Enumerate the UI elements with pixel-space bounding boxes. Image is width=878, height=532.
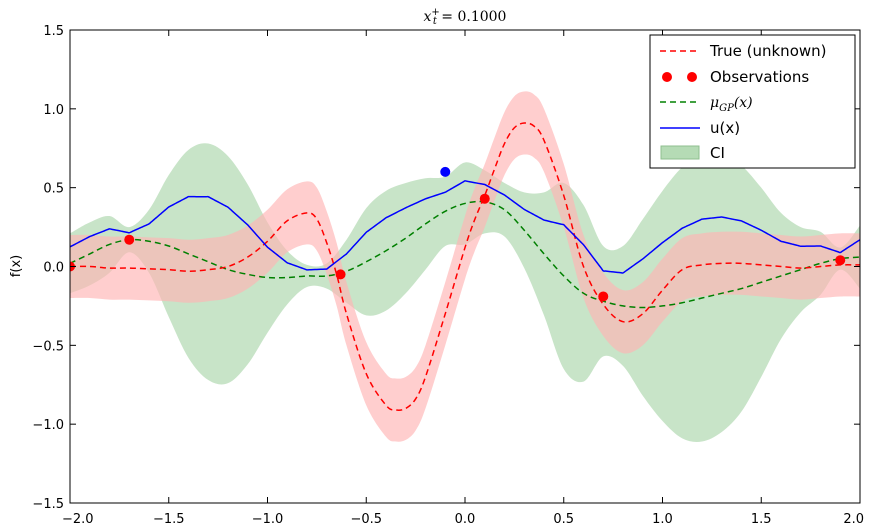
legend-label-true: True (unknown) xyxy=(709,42,827,60)
axis-ticks: −2.0 −1.5 −1.0 −0.5 0.0 0.5 1.0 1.5 2.0−1.5−1.0−… xyxy=(32,24,864,527)
y-tick-label: 0.5 xyxy=(43,182,64,197)
legend-swatch-observations-2 xyxy=(687,72,697,82)
x-tick-label: −1.0 xyxy=(252,512,284,527)
series-mu-gp xyxy=(70,200,860,309)
x-tick-label: 2.0 xyxy=(843,512,864,527)
legend-label-observations: Observations xyxy=(710,68,809,86)
y-tick-label: 0.0 xyxy=(43,261,64,276)
x-tick-label: −0.5 xyxy=(350,512,382,527)
observation-point xyxy=(335,269,346,280)
x-tick-label: 1.5 xyxy=(751,512,772,527)
legend-label-mu: μGP(x) xyxy=(710,95,753,114)
y-tick-label: −1.0 xyxy=(32,418,64,433)
legend: True (unknown) Observations μGP(x) u(x) … xyxy=(649,34,856,169)
observation-point xyxy=(124,234,135,245)
series-true xyxy=(70,122,860,411)
x-tick-label: 0.5 xyxy=(553,512,574,527)
y-tick-label: 1.0 xyxy=(43,103,64,118)
legend-label-ux: u(x) xyxy=(710,119,740,137)
observation-point xyxy=(479,193,490,204)
chart-title: x+ t = 0.1000 xyxy=(424,7,507,27)
x-tick-label: −2.0 xyxy=(62,512,94,527)
y-tick-label: 1.5 xyxy=(43,24,64,39)
observation-point xyxy=(598,291,609,302)
x-tick-label: −1.5 xyxy=(153,512,185,527)
legend-swatch-observations-1 xyxy=(662,72,672,82)
true-band xyxy=(70,91,860,442)
x-tick-label: 0.0 xyxy=(455,512,476,527)
selected-point xyxy=(440,166,451,177)
legend-swatch-ci xyxy=(660,145,700,160)
y-tick-label: −0.5 xyxy=(32,339,64,354)
y-axis-label: f(x) xyxy=(9,255,24,277)
plot-area xyxy=(70,91,860,442)
ci-band xyxy=(70,143,860,442)
series-ux xyxy=(70,180,860,274)
y-tick-label: −1.5 xyxy=(32,497,64,512)
x-tick-label: 1.0 xyxy=(652,512,673,527)
observation-point xyxy=(835,255,846,266)
legend-label-ci: CI xyxy=(710,144,725,162)
